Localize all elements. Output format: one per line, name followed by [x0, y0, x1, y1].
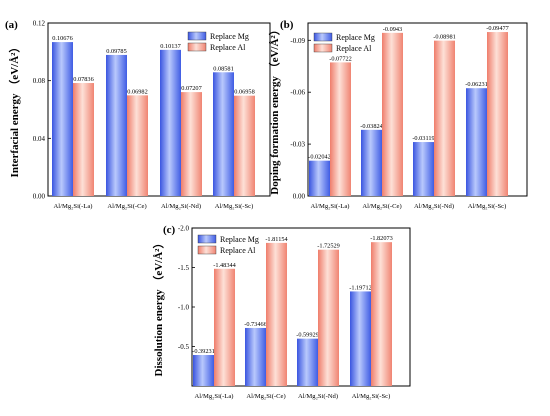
data-label: -0.03824 [360, 123, 383, 130]
x-category-label: Al/Mg₂Si(-Ce) [107, 203, 146, 210]
bar-replace-al [318, 249, 339, 386]
y-tick-label: 0.08 [33, 77, 46, 85]
bar-replace-mg [350, 291, 371, 386]
y-tick-label: -0.03 [290, 141, 305, 149]
data-label: -0.08981 [433, 34, 456, 41]
bar-replace-al [266, 242, 287, 386]
bar-replace-al [181, 92, 202, 196]
legend-swatch [187, 42, 207, 52]
legend: Replace Mg Replace Al [313, 32, 375, 53]
legend-label: Replace Mg [220, 235, 259, 244]
y-tick-label: 0.00 [33, 193, 46, 201]
x-category-label: Al/Mg₂Si(-Nd) [161, 203, 201, 210]
y-axis-label: Dissolution energy （eV/Å²） [152, 238, 165, 377]
bar-replace-al [434, 40, 455, 197]
panel-label: (a) [5, 19, 18, 31]
legend: Replace Mg Replace Al [197, 234, 259, 255]
panel-c: (c) -0.5 -1.0 -1.5 -2.0 Dissolution energy （e… [152, 224, 411, 400]
legend-label: Replace Al [336, 44, 372, 53]
data-label: -0.59929 [296, 332, 319, 339]
data-label: 0.10676 [52, 35, 72, 42]
y-tick-label: -0.09 [290, 37, 305, 45]
bar-replace-mg [413, 142, 434, 196]
data-label: -0.73466 [244, 321, 267, 328]
legend: Replace Mg Replace Al [187, 31, 249, 52]
data-label: 0.10137 [160, 43, 180, 50]
bar-replace-al [371, 242, 392, 386]
x-category-label: Al/Mg₂Si(-Nd) [414, 203, 454, 210]
bar-replace-mg [361, 129, 382, 196]
x-category-label: Al/Mg₂Si(-Sc) [215, 203, 254, 210]
data-label: -1.48344 [213, 262, 236, 269]
y-tick-label: -1.0 [178, 304, 190, 312]
panel-label: (c) [163, 224, 176, 236]
data-label: -0.39231 [192, 348, 215, 355]
y-tick-label: -1.5 [178, 264, 190, 272]
bar-replace-al [382, 32, 403, 197]
data-label: 0.07836 [73, 76, 93, 83]
y-tick-label: -0.5 [178, 343, 190, 351]
legend-label: Replace Al [210, 43, 246, 52]
data-label: 0.07207 [181, 85, 201, 92]
data-label: 0.09785 [106, 48, 126, 55]
legend-label: Replace Mg [210, 32, 249, 41]
bar-replace-al [73, 83, 94, 196]
legend-swatch [197, 234, 217, 244]
bar-replace-al [214, 268, 235, 386]
y-axis-label: Interfacial energy （eV/Å²） [8, 42, 21, 178]
y-tick-label: -2.0 [178, 225, 190, 233]
bar-replace-mg [106, 54, 127, 196]
plot-frame [47, 22, 271, 197]
x-category-label: Al/Mg₂Si(-Ce) [362, 203, 401, 210]
bar-replace-al [330, 62, 351, 197]
bar-replace-al [487, 32, 508, 197]
x-category-label: Al/Mg₂Si(-La) [195, 393, 234, 400]
legend-swatch [197, 245, 217, 255]
panel-b: (b) 0.00 -0.03 -0.06 -0.09 Doping formation e… [268, 19, 528, 210]
data-label: 0.08581 [213, 65, 233, 72]
x-category-label: Al/Mg₂Si(-Sc) [352, 393, 391, 400]
data-label: -1.81154 [265, 236, 288, 243]
bar-replace-al [127, 95, 148, 196]
legend-label: Replace Mg [336, 33, 375, 42]
legend-label: Replace Al [220, 246, 256, 255]
x-category-label: Al/Mg₂Si(-La) [311, 203, 350, 210]
bar-replace-mg [309, 160, 330, 196]
bar-replace-mg [160, 49, 181, 197]
bar-replace-mg [213, 72, 234, 196]
data-label: -0.03119 [412, 135, 434, 142]
bar-replace-mg [297, 338, 318, 386]
y-axis-label: Doping formation energy （eV/Å²） [268, 24, 281, 194]
x-category-label: Al/Mg₂Si(-Nd) [298, 393, 338, 400]
data-label: -1.19712 [349, 284, 372, 291]
panel-label: (b) [280, 19, 294, 31]
data-label: 0.06982 [127, 88, 147, 95]
y-tick-label: 0.12 [33, 20, 46, 28]
data-label: -0.0943 [383, 26, 402, 33]
x-category-label: Al/Mg₂Si(-Ce) [246, 393, 285, 400]
data-label: -1.72529 [317, 243, 340, 250]
bar-replace-al [234, 95, 255, 196]
y-tick-label: -0.06 [290, 89, 305, 97]
data-label: -0.02042 [308, 154, 331, 161]
data-label: 0.06958 [234, 89, 254, 96]
legend-swatch [313, 43, 333, 53]
legend-swatch [313, 32, 333, 42]
y-tick-label: 0.00 [293, 193, 306, 201]
legend-swatch [187, 31, 207, 41]
data-label: -0.09477 [486, 25, 509, 32]
bar-replace-mg [52, 42, 73, 197]
bar-replace-mg [193, 355, 214, 386]
bar-replace-mg [466, 88, 487, 196]
panel-a: (a) 0.00 0.04 0.08 0.12 Interfacial energy （e… [5, 19, 271, 210]
y-tick-label: 0.04 [33, 135, 46, 143]
x-category-label: Al/Mg₂Si(-La) [54, 203, 93, 210]
data-label: -0.07722 [329, 55, 352, 62]
data-label: -0.06231 [465, 81, 488, 88]
x-category-label: Al/Mg₂Si(-Sc) [468, 203, 507, 210]
bar-replace-mg [245, 327, 266, 386]
data-label: -1.82073 [370, 235, 393, 242]
